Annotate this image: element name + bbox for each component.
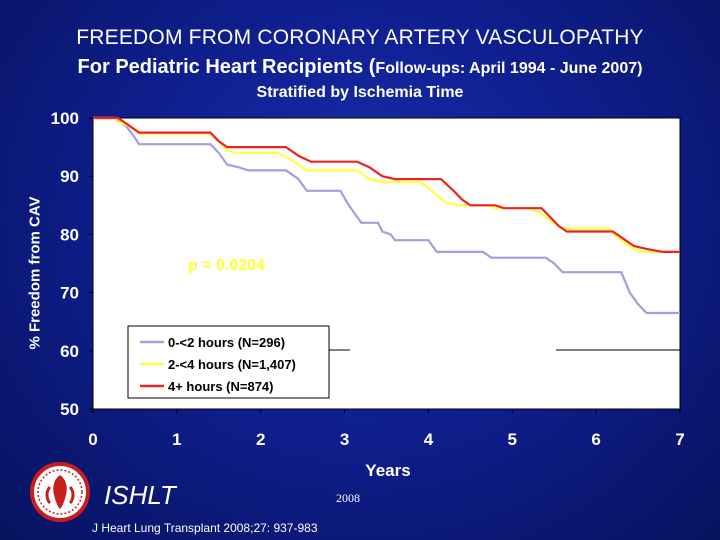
journal-reference: J Heart Lung Transplant 2008;27: 937-983: [92, 521, 318, 535]
y-tick-label-90: 90: [60, 167, 79, 186]
chart-title-line2: For Pediatric Heart Recipients (Follow-u…: [0, 56, 720, 79]
x-tick-label-3: 3: [340, 430, 349, 449]
legend-label-0: 0-<2 hours (N=296): [168, 335, 285, 350]
chart-title: FREEDOM FROM CORONARY ARTERY VASCULOPATH…: [76, 26, 644, 49]
x-tick-label-0: 0: [88, 430, 97, 449]
x-axis-label: Years: [365, 461, 411, 480]
title-line2-main: For Pediatric Heart Recipients (: [77, 56, 376, 78]
x-tick-label-1: 1: [172, 430, 181, 449]
title-line2-followup: Follow-ups: April 1994 - June 2007): [375, 60, 643, 77]
ishlt-logo-icon: [30, 462, 90, 522]
series-line-0: [93, 116, 680, 315]
slide-year: 2008: [336, 491, 360, 505]
x-tick-label-2: 2: [256, 430, 265, 449]
legend-box: [127, 325, 330, 399]
x-tick-label-5: 5: [508, 430, 517, 449]
series-line-2: [93, 116, 680, 253]
y-tick-label-60: 60: [60, 342, 79, 361]
y-tick-label-70: 70: [60, 284, 79, 303]
x-tick-label-4: 4: [424, 430, 434, 449]
legend-label-2: 4+ hours (N=874): [168, 379, 274, 394]
ishlt-text: ISHLT: [104, 480, 176, 510]
legend-label-1: 2-<4 hours (N=1,407): [168, 357, 296, 372]
y-tick-label-100: 100: [51, 109, 79, 128]
x-tick-label-7: 7: [675, 430, 684, 449]
x-tick-label-6: 6: [591, 430, 600, 449]
y-tick-label-80: 80: [60, 225, 79, 244]
y-tick-label-50: 50: [60, 400, 79, 419]
p-value-annotation: p = 0.0204: [188, 257, 265, 274]
chart-subtitle: Stratified by Ischemia Time: [256, 84, 464, 101]
plot-area: [92, 117, 681, 410]
